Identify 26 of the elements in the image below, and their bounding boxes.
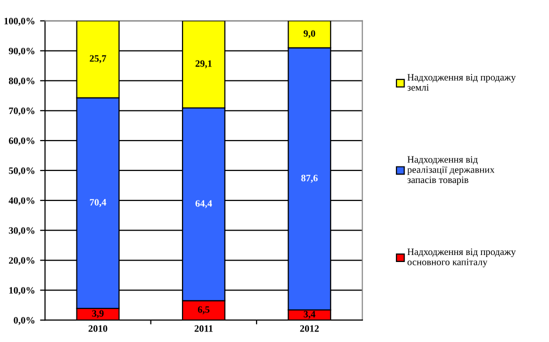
data-label: 87,6 bbox=[301, 174, 318, 183]
data-label: 70,4 bbox=[90, 198, 106, 207]
y-tick-label: 100,0% bbox=[4, 18, 34, 26]
y-tick-label: 0,0% bbox=[14, 317, 34, 325]
x-tick-label: 2011 bbox=[194, 325, 213, 332]
y-tick-label: 50,0% bbox=[8, 167, 34, 176]
y-tick-label: 70,0% bbox=[9, 108, 34, 116]
data-label: 29,1 bbox=[196, 60, 212, 68]
y-tick-label: 80,0% bbox=[8, 78, 34, 86]
y-tick-label: 40,0% bbox=[8, 197, 34, 206]
data-label: 6,5 bbox=[198, 306, 210, 314]
data-label: 64,4 bbox=[196, 200, 212, 208]
data-label: 25,7 bbox=[90, 55, 106, 64]
data-label: 3,4 bbox=[304, 310, 316, 319]
data-label: 9,0 bbox=[304, 30, 316, 38]
y-tick-label: 90,0% bbox=[8, 48, 34, 56]
x-tick-label: 2010 bbox=[88, 325, 108, 332]
data-label: 3,9 bbox=[92, 310, 104, 318]
x-tick-label: 2012 bbox=[300, 325, 319, 332]
y-tick-label: 10,0% bbox=[9, 287, 34, 296]
y-tick-label: 30,0% bbox=[8, 227, 34, 236]
legend-label: Надходження від продажу землі bbox=[407, 74, 516, 91]
legend-label: Надходження від продажу основного капіталу bbox=[407, 248, 516, 268]
y-tick-label: 20,0% bbox=[8, 257, 34, 266]
y-tick-label: 60,0% bbox=[8, 137, 34, 146]
legend-label: Надходження від реалізації державних запасів товарів bbox=[407, 156, 495, 186]
